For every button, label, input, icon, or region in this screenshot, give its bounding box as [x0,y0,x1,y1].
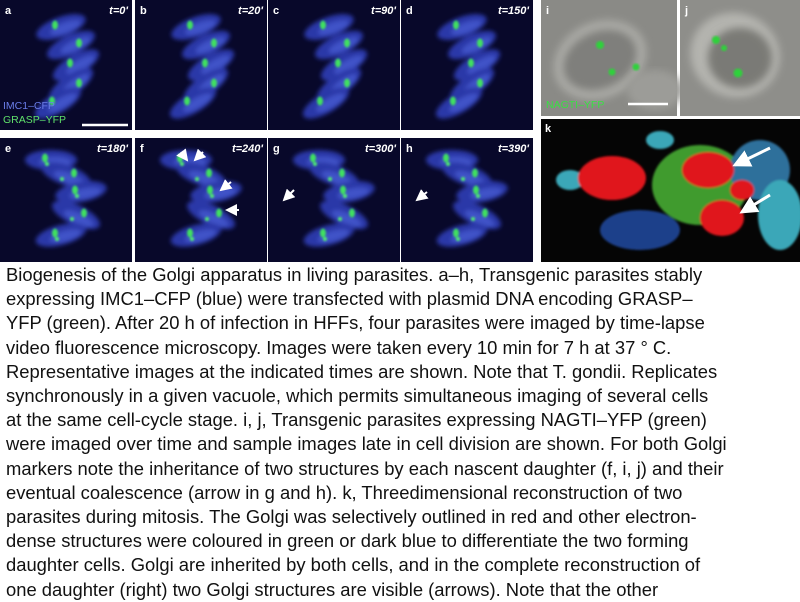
time-label: t=20' [238,5,263,17]
caption-line: at the same cell-cycle stage. i, j, Tran… [6,409,707,431]
caption: Biogenesis of the Golgi apparatus in liv… [6,263,796,602]
panel-j: j [680,0,800,116]
marker-label: NAGTI–YFP [546,99,604,111]
caption-line: Representative images at the indicated t… [6,360,718,382]
caption-line: dense structures were coloured in green … [6,530,689,552]
caption-line: expressing IMC1–CFP (blue) were transfec… [6,288,693,310]
caption-line: daughter cells. Golgi are inherited by b… [6,554,701,576]
legend-blue: IMC1–CFP [3,100,55,112]
caption-line: video fluorescence microscopy. Images we… [6,336,672,358]
time-label: t=240' [232,143,263,155]
panel-label: a [5,5,12,17]
panel-label: f [140,143,144,155]
caption-line: YFP (green). After 20 h of infection in … [6,312,705,334]
panel-label: c [273,5,279,17]
panel-label: b [140,5,147,17]
caption-line: were imaged over time and sample images … [6,433,727,455]
microscopy-panel: f t=240' [135,138,267,262]
panel-label: d [406,5,413,17]
panel-label: j [684,5,688,17]
legend-green: GRASP–YFP [3,114,66,126]
panel-label: g [273,143,280,155]
figure: a t=0' IMC1–CFP GRASP–YFP b t=20' c t=90' d t=150… [0,0,800,262]
panel-label: h [406,143,413,155]
microscopy-panel: g t=300' [268,138,400,262]
panel-label: k [545,123,552,135]
time-label: t=300' [365,143,396,155]
microscopy-panel: b t=20' [135,0,267,130]
caption-line: one daughter (right) two Golgi structure… [6,578,659,600]
microscopy-panel: a t=0' IMC1–CFP GRASP–YFP [0,0,132,130]
time-label: t=390' [498,143,529,155]
microscopy-panel: d t=150' [401,0,533,130]
microscopy-panel: h t=390' [401,138,533,262]
time-label: t=90' [371,5,396,17]
panel-label: i [546,5,549,17]
time-lapse-panels: a t=0' IMC1–CFP GRASP–YFP b t=20' c t=90' d t=150… [0,0,533,262]
time-label: t=0' [109,5,128,17]
caption-line: Biogenesis of the Golgi apparatus in liv… [6,264,703,285]
panel-i: i NAGTI–YFP [541,0,683,116]
time-label: t=180' [97,143,128,155]
caption-line: parasites during mitosis. The Golgi was … [6,506,697,528]
caption-line: eventual coalescence (arrow in g and h).… [6,481,683,503]
caption-line: markers note the inheritance of two stru… [6,457,724,479]
time-label: t=150' [498,5,529,17]
panel-k: k [541,119,800,262]
microscopy-panel: e t=180' [0,138,132,262]
panel-label: e [5,143,11,155]
caption-line: synchronously in a given vacuole, which … [6,385,709,407]
microscopy-panel: c t=90' [268,0,400,130]
